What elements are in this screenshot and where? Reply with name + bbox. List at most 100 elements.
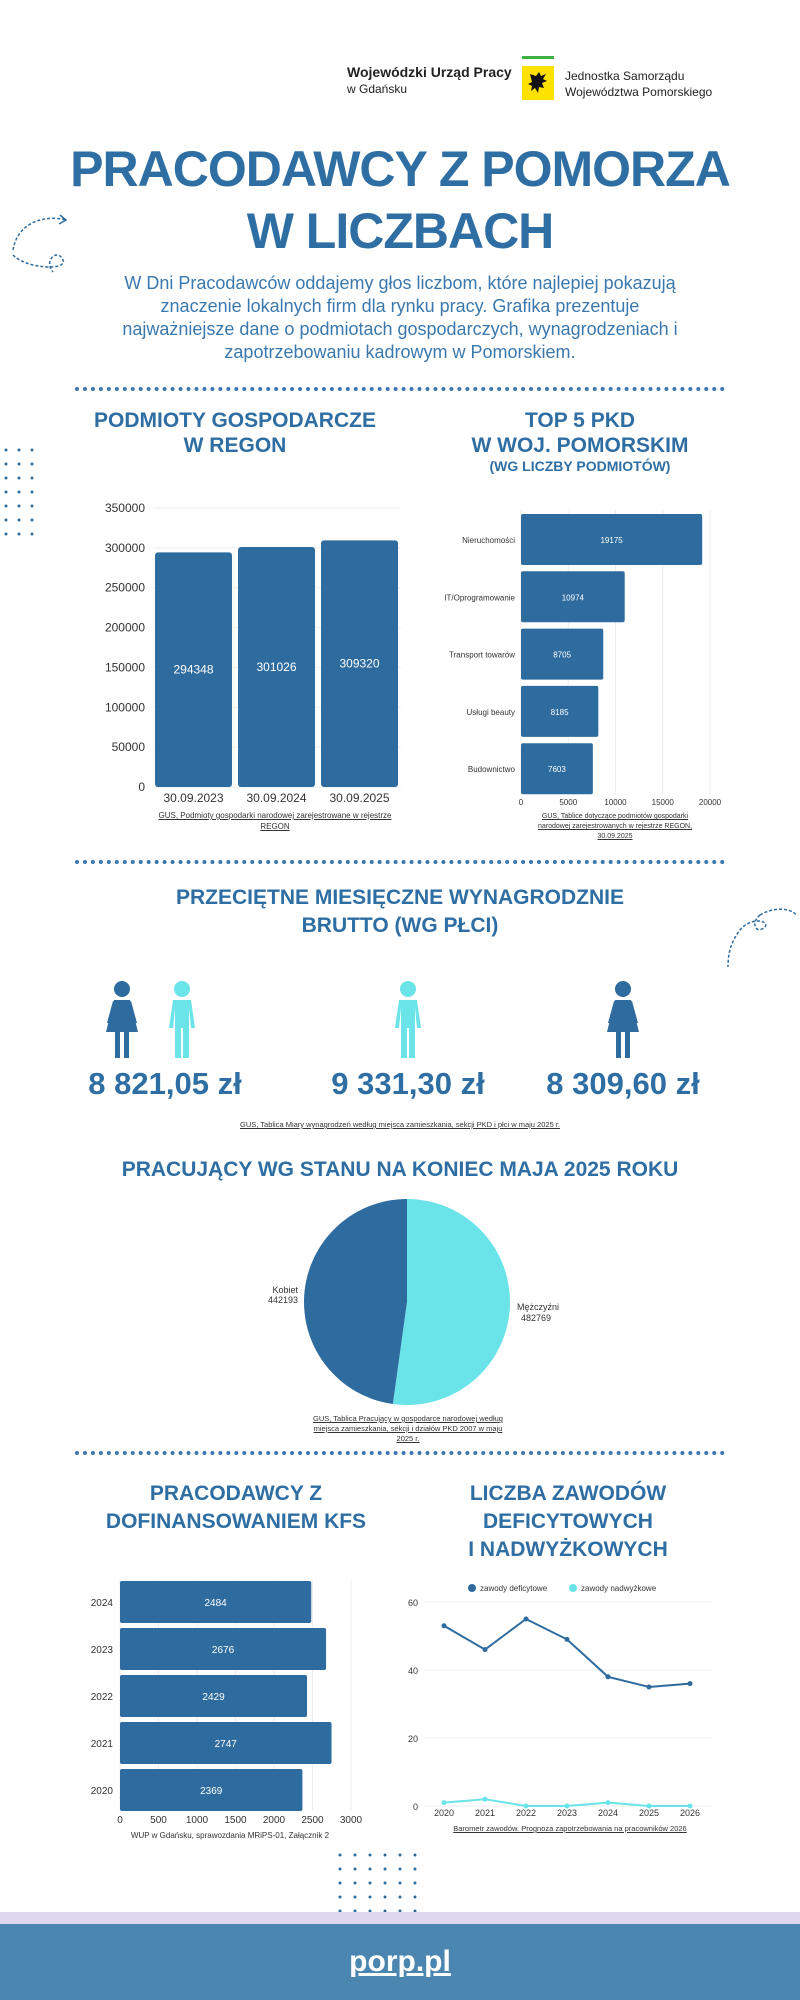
category-label: Nieruchomości (462, 536, 515, 545)
footer-link[interactable]: porp.pl (349, 1945, 451, 1978)
kfs-bar-chart: 0 500 1000 1500 2000 2500 3000 2484 2024 2676 2023… (91, 1580, 363, 1826)
dot (30, 518, 34, 522)
data-point (605, 1800, 611, 1806)
dot (17, 532, 21, 536)
bar-value-label: 19175 (600, 536, 623, 545)
occupations-heading-line1: LICZBA ZAWODÓW (469, 1482, 667, 1505)
bar-value-label: 2429 (202, 1692, 225, 1703)
x-tick-label: 3000 (340, 1815, 363, 1826)
regon-source-link[interactable]: GUS, Podmioty gospodarki narodowej zarej… (158, 811, 392, 831)
bar (521, 628, 604, 680)
salary-source-link[interactable]: GUS, Tablica Miary wynagrodzeń według mi… (240, 1120, 560, 1129)
dot (413, 1867, 417, 1871)
data-point (687, 1803, 693, 1809)
y-tick-label: 300000 (105, 541, 145, 555)
data-point (441, 1800, 447, 1806)
dot (30, 476, 34, 480)
bar-value-label: 2747 (215, 1739, 238, 1750)
bar (155, 552, 232, 787)
category-label: 2021 (91, 1739, 114, 1750)
legend-marker (468, 1584, 476, 1592)
partner-logo-text: Jednostka Samorządu Województwa Pomorski… (565, 68, 712, 100)
x-tick-label: 5000 (559, 798, 577, 807)
category-label: 2020 (91, 1786, 114, 1797)
y-tick-label: 150000 (105, 660, 145, 674)
regon-heading: PODMIOTY GOSPODARCZE W REGON (85, 408, 385, 458)
pie-label: Kobiet (272, 1285, 298, 1295)
legend-label: zawody nadwyżkowe (581, 1584, 657, 1593)
dot (4, 448, 8, 452)
dot (383, 1853, 387, 1857)
pie-label: Mężczyźni (517, 1302, 559, 1312)
salary-women: 8 309,60 zł (546, 1066, 700, 1101)
dot (368, 1909, 372, 1912)
x-tick-label: 1500 (224, 1815, 247, 1826)
category-label: 2024 (91, 1598, 114, 1609)
series-line (443, 1617, 691, 1689)
x-tick-label: 1000 (186, 1815, 209, 1826)
dot (338, 1853, 342, 1857)
dot (338, 1867, 342, 1871)
pkd-heading-line1: TOP 5 PKD (524, 409, 636, 432)
man-icon (395, 981, 421, 1058)
dot (17, 448, 21, 452)
data-point (441, 1623, 447, 1629)
dot (353, 1909, 357, 1912)
dot (17, 518, 21, 522)
dot (368, 1853, 372, 1857)
x-tick-label: 2020 (434, 1808, 454, 1818)
dot (413, 1895, 417, 1899)
x-tick-label: 2500 (301, 1815, 324, 1826)
regon-heading-line1: PODMIOTY GOSPODARCZE (94, 409, 376, 432)
woman-icon (106, 981, 138, 1058)
bar-value-label: 8705 (553, 651, 571, 660)
dotted-divider (75, 1451, 725, 1455)
y-tick-label: 350000 (105, 501, 145, 515)
dot (4, 504, 8, 508)
data-point (523, 1616, 529, 1622)
bar-value-label: 2484 (205, 1598, 228, 1609)
dot (353, 1881, 357, 1885)
kfs-heading: PRACODAWCY Z DOFINANSOWANIEM KFS (86, 1480, 386, 1536)
woman-icon (607, 981, 639, 1058)
decorative-dots (4, 448, 34, 536)
category-label: 2022 (91, 1692, 114, 1703)
dot (398, 1867, 402, 1871)
dot (338, 1895, 342, 1899)
bar (521, 514, 703, 565)
regon-heading-line2: W REGON (183, 434, 287, 458)
bar (120, 1581, 312, 1623)
occupations-heading-line3: I NADWYŻKOWYCH (468, 1538, 668, 1561)
pkd-heading-line3: (WG LICZBY PODMIOTÓW) (489, 458, 671, 475)
dot (17, 476, 21, 480)
title-line2: W LICZBACH (246, 203, 555, 259)
y-tick-label: 50000 (112, 740, 146, 754)
bar (120, 1675, 308, 1717)
footer: porp.pl (0, 1924, 800, 2000)
decorative-dots (338, 1853, 417, 1912)
dot (30, 448, 34, 452)
workers-source-link[interactable]: GUS, Tablica Pracujący w gospodarce naro… (313, 1414, 503, 1443)
occupations-source-link[interactable]: Barometr zawodów. Prognoza zapotrzebowan… (453, 1824, 687, 1833)
title-line1: PRACODAWCY Z POMORZA (70, 141, 731, 197)
dot (413, 1853, 417, 1857)
bar (120, 1628, 327, 1670)
x-tick-label: 30.09.2025 (329, 791, 389, 805)
dot (4, 462, 8, 466)
decorative-arrow-icon (12, 214, 68, 273)
dot (17, 504, 21, 508)
wup-logo: Wojewódzki Urząd Pracy w Gdańsku (347, 64, 512, 97)
dot (353, 1867, 357, 1871)
dot (338, 1881, 342, 1885)
bar (120, 1769, 303, 1811)
footer-stripe (0, 1912, 800, 1924)
y-tick-label: 40 (408, 1666, 418, 1676)
bar-value-label: 2676 (212, 1645, 235, 1656)
pkd-source-link[interactable]: GUS, Tablice dotyczące podmiotów gospoda… (537, 813, 693, 840)
occupations-line-chart: 0 20 40 60 2020 2021 2022 2023 2024 2025 2026 zawod… (408, 1584, 711, 1818)
dot (368, 1895, 372, 1899)
data-point (646, 1803, 652, 1809)
salary-heading: PRZECIĘTNE MIESIĘCZNE WYNAGRODZNIE BRUTT… (0, 884, 800, 940)
x-tick-label: 30.09.2023 (163, 791, 223, 805)
decorative-arrow-icon (727, 908, 796, 968)
